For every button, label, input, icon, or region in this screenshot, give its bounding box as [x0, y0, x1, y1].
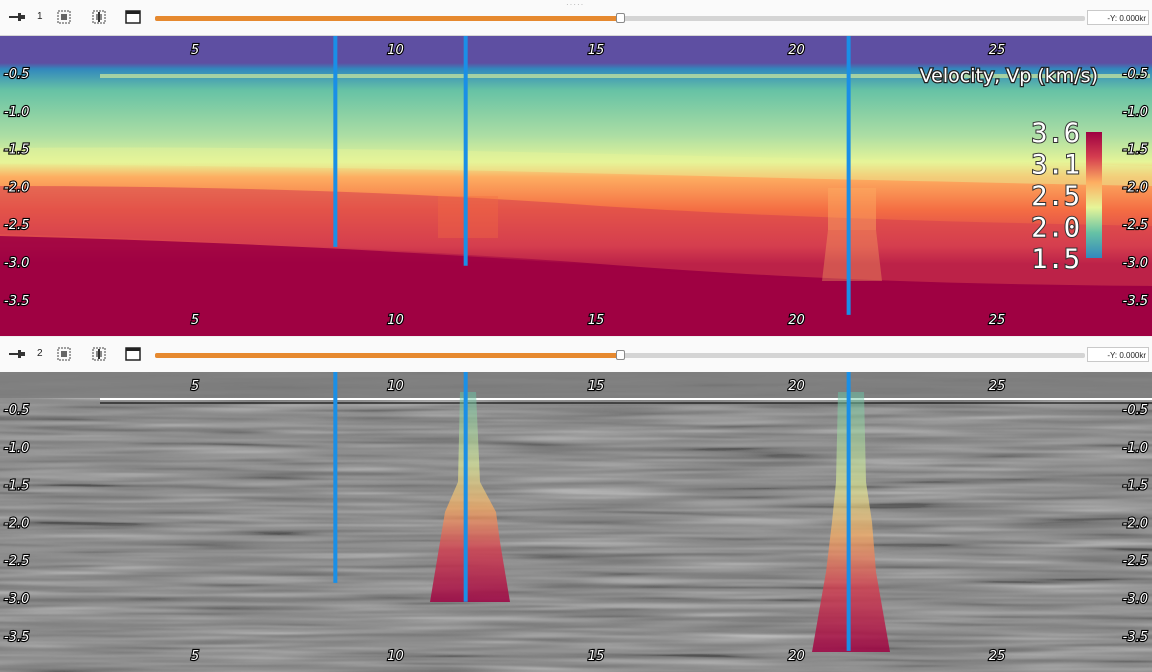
colorbar-title: Velocity, Vp (km/s): [920, 65, 1098, 87]
coord-readout: -Y: 0.000kr: [1087, 347, 1149, 362]
well-trajectories: [333, 36, 851, 315]
x-tick-label-bottom: 5: [191, 313, 199, 328]
time-slider[interactable]: [155, 350, 1085, 360]
well-log-overlay: [828, 188, 876, 230]
seismic-reflectors: [0, 372, 1152, 672]
coord-readout: -Y: 0.000kr: [1087, 10, 1149, 25]
velocity-section[interactable]: 5 5 10 10 15 15 20 20 25 25 -0.5 -0.5 -1.0 -1.0 -1.5 -1…: [0, 36, 1152, 336]
y-tick-label-right: -2.5: [1123, 218, 1148, 233]
x-tick-label-top: 20: [788, 43, 805, 58]
seafloor: [100, 74, 1150, 78]
seismic-section[interactable]: 5 5 10 10 15 15 20 20 25 25 -0.5 -0.5 -1.0 -1.0 -1.5 -1…: [0, 372, 1152, 672]
y-tick-label-left: -2.5: [4, 218, 29, 233]
time-slider[interactable]: [155, 13, 1085, 23]
y-tick-label-right: -1.5: [1123, 143, 1148, 158]
window-icon[interactable]: [124, 345, 142, 363]
y-tick-label-left: -3.0: [4, 592, 29, 607]
y-tick-label-right: -3.0: [1123, 592, 1148, 607]
well-log-overlay: [438, 196, 498, 238]
toolbar-view-2: 2 -Y: 0.000kr: [0, 337, 1152, 373]
y-tick-label-left: -0.5: [4, 67, 29, 82]
x-tick-label-top: 20: [788, 379, 805, 394]
y-tick-label-right: -2.5: [1123, 554, 1148, 569]
y-tick-label-right: -0.5: [1123, 403, 1148, 418]
y-tick-label-right: -0.5: [1123, 67, 1148, 82]
water-column: [0, 372, 1152, 398]
time-slider-thumb[interactable]: [616, 350, 625, 360]
x-tick-label-bottom: 25: [989, 649, 1006, 664]
well-log-overlay: [822, 230, 882, 281]
y-tick-label-right: -3.5: [1123, 630, 1148, 645]
colorbar-tick-label: 1.5: [1031, 244, 1080, 275]
x-tick-label-bottom: 15: [588, 649, 605, 664]
y-tick-label-left: -1.0: [4, 441, 29, 456]
basement-layer: [0, 236, 1152, 336]
sediment-layer: [0, 186, 1152, 286]
colorbar-ticks: 3.63.12.52.01.5: [1030, 117, 1081, 276]
x-tick-label-bottom: 25: [989, 313, 1006, 328]
x-tick-label-bottom: 20: [788, 313, 805, 328]
y-tick-label-left: -3.5: [4, 294, 29, 309]
x-tick-label-top: 25: [989, 379, 1006, 394]
x-tick-label-top: 10: [387, 379, 404, 394]
y-tick-label-left: -1.0: [4, 105, 29, 120]
time-slider-thumb[interactable]: [616, 13, 625, 23]
grid-add-icon[interactable]: [90, 345, 108, 363]
y-tick-label-left: -0.5: [4, 403, 29, 418]
y-tick-label-left: -2.0: [4, 180, 29, 195]
y-tick-label-right: -3.5: [1123, 294, 1148, 309]
y-tick-label-right: -3.0: [1123, 256, 1148, 271]
well-trajectories: [333, 372, 851, 651]
x-tick-label-top: 15: [588, 43, 605, 58]
x-tick-label-bottom: 5: [191, 649, 199, 664]
well-log-overlay: [430, 392, 510, 602]
x-tick-label-bottom: 10: [387, 313, 404, 328]
y-tick-label-right: -1.0: [1123, 441, 1148, 456]
pin-icon[interactable]: [8, 8, 26, 26]
y-tick-label-right: -1.0: [1123, 105, 1148, 120]
seismic-viewport[interactable]: 5 5 10 10 15 15 20 20 25 25 -0.5 -0.5 -1.0 -1.0 -1.5 -1…: [0, 372, 1152, 672]
time-slider-fill: [155, 353, 620, 358]
x-tick-label-bottom: 15: [588, 313, 605, 328]
x-tick-label-bottom: 10: [387, 649, 404, 664]
grid-add-icon[interactable]: [90, 8, 108, 26]
grid-select-icon[interactable]: [55, 8, 73, 26]
y-tick-label-left: -1.5: [4, 479, 29, 494]
view-index: 1: [37, 11, 43, 22]
well-log-overlay: [812, 392, 890, 652]
y-tick-label-left: -3.5: [4, 630, 29, 645]
y-tick-label-left: -3.0: [4, 256, 29, 271]
x-tick-label-top: 5: [191, 379, 199, 394]
grid-select-icon[interactable]: [55, 345, 73, 363]
x-tick-label-top: 10: [387, 43, 404, 58]
y-tick-label-left: -2.0: [4, 516, 29, 531]
colorbar-tick-label: 3.6: [1031, 118, 1080, 149]
colorbar-tick-label: 3.1: [1031, 150, 1080, 181]
shallow-layer: [0, 147, 1152, 186]
y-tick-label-right: -1.5: [1123, 479, 1148, 494]
x-tick-label-top: 25: [989, 43, 1006, 58]
toolbar-view-1: ····· 1 -Y: 0.000kr: [0, 0, 1152, 36]
axis-labels: 5 5 10 10 15 15 20 20 25 25 -0.5 -0.5 -1.0 -1.0 -1.5 -1…: [3, 42, 1149, 329]
window-icon[interactable]: [124, 8, 142, 26]
x-tick-label-top: 15: [588, 379, 605, 394]
y-tick-label-left: -2.5: [4, 554, 29, 569]
pin-icon[interactable]: [8, 345, 26, 363]
colorbar-tick-label: 2.0: [1031, 213, 1080, 244]
y-tick-label-right: -2.0: [1123, 516, 1148, 531]
velocity-viewport[interactable]: 5 5 10 10 15 15 20 20 25 25 -0.5 -0.5 -1.0 -1.0 -1.5 -1…: [0, 36, 1152, 336]
x-tick-label-bottom: 20: [788, 649, 805, 664]
x-tick-label-top: 5: [191, 43, 199, 58]
axis-labels: 5 5 10 10 15 15 20 20 25 25 -0.5 -0.5 -1.0 -1.0 -1.5 -1…: [3, 378, 1149, 665]
time-slider-fill: [155, 16, 620, 21]
y-tick-label-right: -2.0: [1123, 180, 1148, 195]
view-index: 2: [37, 348, 43, 359]
colorbar-tick-label: 2.5: [1031, 181, 1080, 212]
drag-handle[interactable]: ·····: [566, 0, 585, 9]
y-tick-label-left: -1.5: [4, 143, 29, 158]
colorbar: [1086, 132, 1102, 258]
